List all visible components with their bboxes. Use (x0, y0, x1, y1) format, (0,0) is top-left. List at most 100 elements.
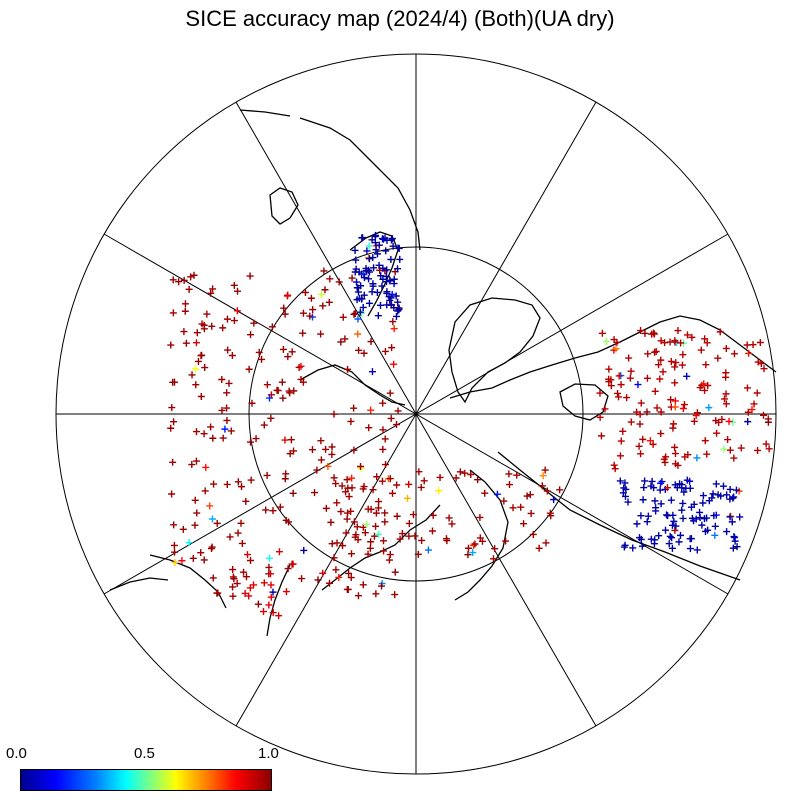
station-marker (201, 364, 209, 372)
station-marker (227, 427, 235, 435)
station-marker (332, 566, 340, 574)
station-marker (621, 541, 629, 549)
station-marker (655, 532, 663, 540)
coastline-hudson-bay (559, 383, 609, 421)
station-marker (602, 337, 610, 345)
station-marker (350, 404, 358, 412)
station-marker (643, 408, 651, 416)
station-marker (659, 368, 667, 376)
station-marker (652, 504, 660, 512)
station-marker (513, 471, 521, 479)
station-marker (348, 474, 356, 482)
map-title: SICE accuracy map (2024/4) (Both)(UA dry… (185, 6, 615, 31)
station-marker (288, 560, 296, 568)
station-marker (263, 471, 271, 479)
station-marker (361, 529, 369, 537)
station-marker (379, 275, 387, 283)
station-marker (185, 539, 193, 547)
station-marker (663, 484, 671, 492)
station-marker (287, 436, 295, 444)
station-marker (343, 476, 351, 484)
station-marker (417, 483, 425, 491)
station-marker (658, 478, 666, 486)
station-marker (647, 535, 655, 543)
station-marker (662, 453, 670, 461)
station-marker (233, 580, 241, 588)
station-marker (319, 569, 327, 577)
station-marker (714, 354, 722, 362)
station-marker (298, 575, 306, 583)
station-marker (381, 518, 389, 526)
station-marker (386, 475, 394, 483)
station-marker (262, 506, 270, 514)
station-marker (442, 535, 450, 543)
station-marker (226, 533, 234, 541)
station-marker (342, 488, 350, 496)
station-marker (224, 346, 232, 354)
station-marker (655, 361, 663, 369)
station-marker (624, 498, 632, 506)
station-marker (620, 543, 628, 551)
station-marker (328, 540, 336, 548)
station-marker (394, 407, 402, 415)
station-marker (726, 513, 734, 521)
station-marker (198, 320, 206, 328)
station-marker (351, 310, 359, 318)
station-marker (619, 427, 627, 435)
station-marker (671, 481, 679, 489)
station-marker (395, 244, 403, 252)
station-marker (722, 344, 730, 352)
station-marker (724, 436, 732, 444)
station-marker (687, 503, 695, 511)
station-marker (168, 490, 176, 498)
station-marker (175, 278, 183, 286)
station-marker (698, 521, 706, 529)
station-marker (686, 545, 694, 553)
station-marker (213, 519, 221, 527)
station-marker (692, 412, 700, 420)
station-marker (489, 555, 497, 563)
station-marker (168, 404, 176, 412)
station-marker (309, 306, 317, 314)
station-marker (366, 544, 374, 552)
station-marker (337, 508, 345, 516)
station-marker (313, 466, 321, 474)
station-marker (720, 445, 728, 453)
station-marker (267, 593, 275, 601)
station-marker (643, 518, 651, 526)
station-marker (635, 442, 643, 450)
station-marker (684, 451, 692, 459)
station-marker (169, 458, 177, 466)
station-marker (300, 546, 308, 554)
station-marker (610, 461, 618, 469)
station-marker (703, 450, 711, 458)
station-marker (493, 490, 501, 498)
station-marker (213, 589, 221, 597)
station-marker (759, 411, 767, 419)
station-marker (383, 266, 391, 274)
station-marker (318, 291, 326, 299)
station-marker (207, 423, 215, 431)
station-marker (699, 499, 707, 507)
station-marker (191, 521, 199, 529)
station-marker (363, 247, 371, 255)
station-marker (192, 457, 200, 465)
station-marker (286, 450, 294, 458)
station-marker (394, 298, 402, 306)
station-marker (671, 526, 679, 534)
station-marker (237, 519, 245, 527)
station-marker (621, 479, 629, 487)
station-marker (669, 424, 677, 432)
station-marker (657, 408, 665, 416)
station-marker (669, 511, 677, 519)
station-marker (193, 428, 201, 436)
station-marker (193, 509, 201, 517)
station-marker (394, 265, 402, 273)
station-marker (354, 330, 362, 338)
station-marker (275, 548, 283, 556)
station-marker (322, 504, 330, 512)
station-marker (354, 536, 362, 544)
station-marker (387, 294, 395, 302)
station-marker (637, 450, 645, 458)
station-marker (345, 493, 353, 501)
